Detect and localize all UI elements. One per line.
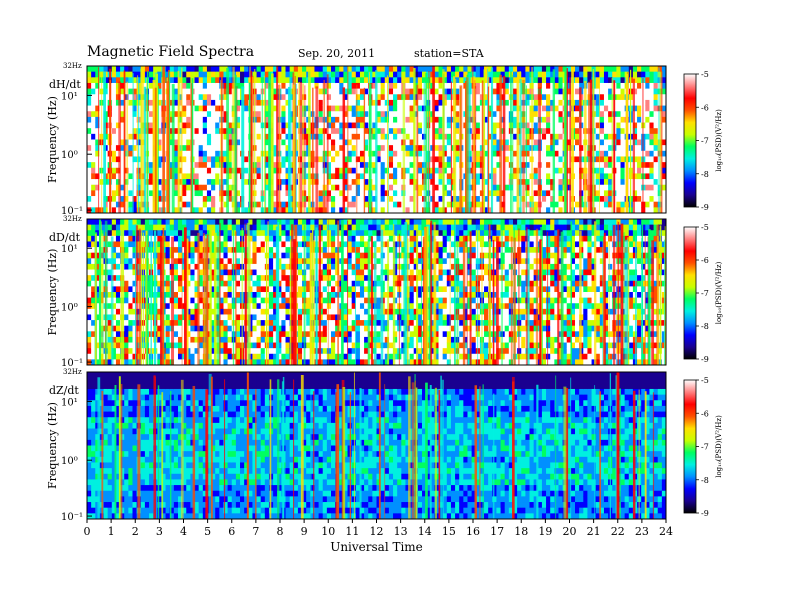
- x-tick-label: 16: [466, 525, 480, 538]
- colorbar-gradient: [683, 226, 697, 360]
- y-tick-label: 10⁰: [61, 456, 78, 467]
- spectrogram-image: [87, 66, 666, 213]
- x-tick-label: 11: [345, 525, 359, 538]
- colorbar-tick-label: -7: [701, 289, 709, 298]
- station-label: station=STA: [414, 47, 484, 60]
- x-axis-label: Universal Time: [330, 540, 423, 554]
- x-tick-label: 15: [442, 525, 456, 538]
- y-tick-label: 10⁰: [61, 303, 78, 314]
- panel-label: dZ/dt: [49, 384, 79, 397]
- x-tick-label: 12: [370, 525, 384, 538]
- y-tick-label: 10⁻¹: [61, 358, 83, 369]
- spectrogram-image: [87, 372, 666, 519]
- colorbar-tick-label: -9: [701, 355, 709, 364]
- x-tick-label: 22: [611, 525, 625, 538]
- y-tick-label: 10⁻¹: [61, 206, 83, 217]
- x-tick-label: 3: [156, 525, 163, 538]
- colorbar-label: log₁₀(PSD)(V²/Hz): [715, 261, 723, 324]
- colorbar-tick-label: -9: [701, 203, 709, 212]
- colorbar-tick-label: -5: [701, 70, 709, 79]
- colorbar-tick-label: -6: [701, 103, 709, 112]
- panel-label: dD/dt: [49, 231, 81, 244]
- colorbar-tick-label: -7: [701, 443, 709, 452]
- colorbar: -5 -6 -7 -8 -9 log₁₀(PSD)(V²/Hz): [683, 376, 723, 518]
- x-tick-label: 20: [563, 525, 577, 538]
- plot-title: Magnetic Field Spectra: [87, 44, 255, 60]
- x-axis: 0 1 2 3 4 5 6 7 8 9 10 11 12 13 14 15 16 17 18 19 20 21 22 23 24…: [84, 519, 673, 554]
- colorbar-label: log₁₀(PSD)(V²/Hz): [715, 415, 723, 478]
- x-tick-label: 19: [538, 525, 552, 538]
- panel-label: dH/dt: [49, 78, 81, 91]
- y-top-label: 32Hz: [63, 62, 82, 70]
- colorbar-tick-label: -8: [701, 476, 709, 485]
- y-top-label: 32Hz: [63, 368, 82, 376]
- x-tick-label: 8: [277, 525, 284, 538]
- colorbar-tick-label: -6: [701, 256, 709, 265]
- y-tick-label: 10¹: [61, 397, 78, 408]
- y-axis-label: Frequency (Hz): [46, 249, 59, 336]
- y-top-label: 32Hz: [63, 215, 82, 223]
- x-tick-label: 4: [180, 525, 187, 538]
- y-axis-label: Frequency (Hz): [46, 96, 59, 183]
- x-tick-label: 5: [204, 525, 211, 538]
- colorbar: -5 -6 -7 -8 -9 log₁₀(PSD)(V²/Hz): [683, 70, 723, 212]
- colorbar-tick-label: -8: [701, 170, 709, 179]
- y-tick-label: 10¹: [61, 91, 78, 102]
- x-tick-label: 17: [490, 525, 504, 538]
- x-tick-label: 13: [394, 525, 408, 538]
- colorbar-label: log₁₀(PSD)(V²/Hz): [715, 109, 723, 172]
- date-label: Sep. 20, 2011: [298, 47, 376, 60]
- x-tick-label: 9: [301, 525, 308, 538]
- y-tick-label: 10⁰: [61, 150, 78, 161]
- colorbar-tick-label: -9: [701, 509, 709, 518]
- x-tick-label: 1: [108, 525, 115, 538]
- colorbar-gradient: [683, 379, 697, 514]
- y-tick-label: 10⁻¹: [61, 512, 83, 523]
- y-axis-label: Frequency (Hz): [46, 402, 59, 489]
- x-tick-label: 21: [587, 525, 601, 538]
- colorbar-tick-label: -5: [701, 223, 709, 232]
- x-tick-label: 0: [84, 525, 91, 538]
- spectrogram-image: [87, 219, 666, 365]
- x-tick-label: 24: [659, 525, 673, 538]
- colorbar-tick-label: -7: [701, 137, 709, 146]
- x-tick-label: 10: [321, 525, 335, 538]
- x-tick-label: 6: [228, 525, 235, 538]
- colorbar-gradient: [683, 73, 697, 208]
- colorbar: -5 -6 -7 -8 -9 log₁₀(PSD)(V²/Hz): [683, 223, 723, 364]
- colorbar-tick-label: -6: [701, 409, 709, 418]
- x-tick-label: 18: [514, 525, 528, 538]
- colorbar-tick-label: -5: [701, 376, 709, 385]
- colorbar-tick-label: -8: [701, 322, 709, 331]
- x-tick-label: 23: [635, 525, 649, 538]
- x-tick-label: 14: [418, 525, 432, 538]
- y-tick-label: 10¹: [61, 244, 78, 255]
- x-tick-label: 7: [252, 525, 259, 538]
- x-tick-label: 2: [132, 525, 139, 538]
